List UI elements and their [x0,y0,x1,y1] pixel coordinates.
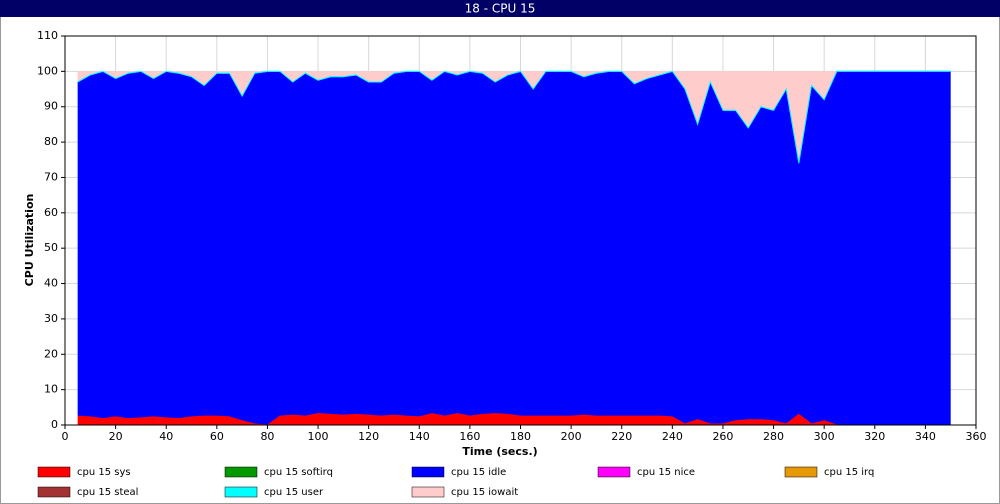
legend-swatch [224,466,258,478]
area-edge [77,413,951,426]
y-tick-label: 40 [44,277,58,290]
x-tick-label: 340 [915,430,936,443]
legend-swatch [411,466,445,478]
legend-label: cpu 15 sys [77,467,131,478]
area [77,413,951,425]
x-tick-label: 80 [260,430,274,443]
legend-label: cpu 15 irq [824,467,874,478]
y-tick-label: 50 [44,241,58,254]
x-tick-label: 160 [459,430,480,443]
legend-swatch [784,466,818,478]
y-axis-label: CPU Utilization [23,194,36,287]
y-tick-label: 0 [51,418,58,431]
legend-swatch [224,486,258,498]
y-tick-label: 60 [44,206,58,219]
area [77,71,951,164]
x-tick-label: 120 [358,430,379,443]
x-tick-label: 360 [966,430,987,443]
legend-label: cpu 15 user [264,487,324,498]
legend-swatch [411,486,445,498]
legend-label: cpu 15 idle [451,467,506,478]
x-tick-label: 220 [611,430,632,443]
legend-label: cpu 15 softirq [264,467,333,478]
x-tick-label: 180 [510,430,531,443]
y-tick-label: 100 [37,64,58,77]
y-tick-label: 30 [44,312,58,325]
x-tick-label: 300 [814,430,835,443]
x-tick-label: 280 [763,430,784,443]
area-edge [77,70,951,164]
y-tick-label: 80 [44,135,58,148]
x-tick-label: 200 [561,430,582,443]
x-tick-label: 60 [210,430,224,443]
x-tick-label: 320 [864,430,885,443]
legend-swatch [37,466,71,478]
y-tick-label: 10 [44,383,58,396]
x-axis-label: Time (secs.) [462,445,537,458]
y-tick-label: 70 [44,170,58,183]
x-tick-label: 240 [662,430,683,443]
area [77,71,951,425]
y-tick-label: 110 [37,29,58,42]
y-tick-label: 20 [44,347,58,360]
legend-label: cpu 15 steal [77,487,138,498]
legend-swatch [597,466,631,478]
x-tick-label: 140 [409,430,430,443]
legend-label: cpu 15 nice [637,467,695,478]
x-tick-label: 100 [308,430,329,443]
x-tick-label: 260 [712,430,733,443]
legend-label: cpu 15 iowait [451,487,518,498]
plot-frame [64,35,977,426]
x-tick-label: 20 [109,430,123,443]
chart-title: 18 - CPU 15 [465,2,536,16]
x-tick-label: 40 [159,430,173,443]
legend-swatch [37,486,71,498]
y-tick-label: 90 [44,100,58,113]
x-tick-label: 0 [62,430,69,443]
title-bar [0,0,1000,17]
